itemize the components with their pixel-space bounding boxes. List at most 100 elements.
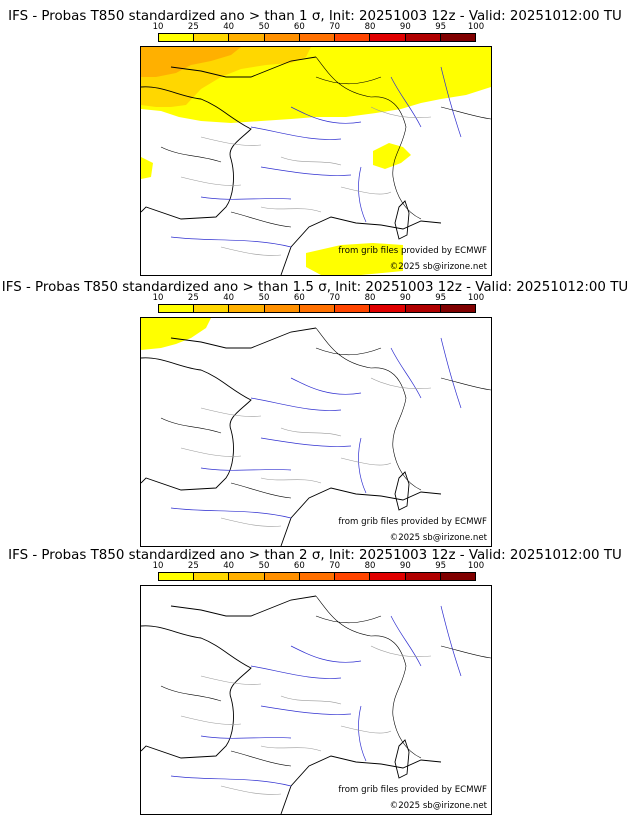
colorbar-tick-label: 50 bbox=[258, 293, 270, 303]
colorbar-tick-label: 25 bbox=[187, 293, 199, 303]
coastline bbox=[141, 357, 252, 491]
probability-map: from grib files provided by ECMWF ©2025 … bbox=[140, 585, 492, 815]
colorbar-swatch bbox=[159, 34, 195, 41]
panel-title: IFS - Probas T850 standardized ano > tha… bbox=[8, 9, 622, 24]
map-graphic bbox=[141, 47, 491, 275]
colorbar-tick-label: 80 bbox=[364, 293, 376, 303]
colorbar-labels: 10 25 40 50 60 70 80 90 95 100 bbox=[153, 22, 485, 33]
colorbar-swatch bbox=[194, 34, 230, 41]
colorbar-labels: 10 25 40 50 60 70 80 90 95 100 bbox=[153, 561, 485, 572]
map-panel-3: IFS - Probas T850 standardized ano > tha… bbox=[0, 548, 630, 820]
credit-copyright: ©2025 sb@irizone.net bbox=[389, 262, 487, 272]
colorbar-swatch bbox=[159, 305, 195, 312]
colorbar-swatch bbox=[194, 305, 230, 312]
colorbar-tick-label: 80 bbox=[364, 561, 376, 571]
coastline bbox=[141, 86, 252, 220]
map-panel-1: IFS - Probas T850 standardized ano > tha… bbox=[0, 9, 630, 281]
colorbar-swatch bbox=[370, 573, 406, 580]
colorbar-swatch bbox=[335, 34, 371, 41]
colorbar-tick-label: 10 bbox=[152, 293, 164, 303]
map-panel-2: IFS - Probas T850 standardized ano > tha… bbox=[0, 280, 630, 552]
colorbar-tick-label: 50 bbox=[258, 22, 270, 32]
colorbar-swatch bbox=[159, 573, 195, 580]
colorbar-swatch bbox=[370, 305, 406, 312]
credit-source: from grib files provided by ECMWF bbox=[338, 246, 487, 256]
credit-source: from grib files provided by ECMWF bbox=[338, 785, 487, 795]
colorbar-swatch bbox=[194, 573, 230, 580]
colorbar-tick-label: 90 bbox=[399, 561, 411, 571]
colorbar-tick-label: 50 bbox=[258, 561, 270, 571]
shade-yellow-med bbox=[306, 243, 403, 275]
coastline-corsica bbox=[394, 471, 410, 511]
colorbar-tick-label: 25 bbox=[187, 561, 199, 571]
colorbar-swatch bbox=[405, 34, 441, 41]
regions bbox=[180, 106, 432, 256]
colorbar-tick-label: 10 bbox=[152, 561, 164, 571]
colorbar-tick-label: 100 bbox=[467, 293, 485, 303]
coastline-med bbox=[280, 487, 442, 546]
colorbar-swatch bbox=[335, 305, 371, 312]
colorbar-swatch bbox=[229, 34, 265, 41]
map-graphic bbox=[141, 318, 491, 546]
colorbar-tick-label: 40 bbox=[223, 293, 235, 303]
colorbar-swatch bbox=[405, 305, 441, 312]
shade-yellow-atlantic bbox=[141, 157, 153, 179]
colorbar-swatch bbox=[264, 573, 300, 580]
coastline-corsica bbox=[394, 200, 410, 240]
colorbar bbox=[158, 33, 476, 42]
colorbar-swatch bbox=[299, 573, 336, 580]
rivers bbox=[170, 605, 462, 787]
colorbar-tick-label: 90 bbox=[399, 293, 411, 303]
colorbar-swatch bbox=[229, 573, 265, 580]
borders bbox=[160, 56, 491, 228]
credit-source: from grib files provided by ECMWF bbox=[338, 517, 487, 527]
probability-map: from grib files provided by ECMWF ©2025 … bbox=[140, 317, 492, 547]
panel-title: IFS - Probas T850 standardized ano > tha… bbox=[8, 548, 622, 563]
colorbar-tick-label: 40 bbox=[223, 561, 235, 571]
colorbar-tick-label: 100 bbox=[467, 22, 485, 32]
borders bbox=[160, 327, 491, 499]
regions bbox=[180, 377, 432, 527]
panel-title: IFS - Probas T850 standardized ano > tha… bbox=[1, 280, 629, 295]
colorbar-tick-label: 70 bbox=[329, 22, 341, 32]
coastline-corsica bbox=[394, 739, 410, 779]
credit-copyright: ©2025 sb@irizone.net bbox=[389, 801, 487, 811]
colorbar-tick-label: 70 bbox=[329, 561, 341, 571]
colorbar-tick-label: 80 bbox=[364, 22, 376, 32]
colorbar-tick-label: 40 bbox=[223, 22, 235, 32]
colorbar-swatch bbox=[264, 305, 300, 312]
colorbar-swatch bbox=[299, 305, 336, 312]
colorbar-swatch bbox=[440, 34, 475, 41]
coastline-channel bbox=[170, 327, 317, 349]
rivers bbox=[170, 337, 462, 519]
colorbar-tick-label: 10 bbox=[152, 22, 164, 32]
colorbar-swatch bbox=[229, 305, 265, 312]
colorbar-tick-label: 90 bbox=[399, 22, 411, 32]
colorbar bbox=[158, 304, 476, 313]
colorbar-swatch bbox=[264, 34, 300, 41]
colorbar-tick-label: 95 bbox=[435, 22, 447, 32]
colorbar-tick-label: 95 bbox=[435, 561, 447, 571]
shade-yellow-north bbox=[141, 318, 211, 350]
coastline-med bbox=[280, 755, 442, 814]
colorbar-swatch bbox=[440, 573, 475, 580]
colorbar-tick-label: 100 bbox=[467, 561, 485, 571]
colorbar-swatch bbox=[335, 573, 371, 580]
map-graphic bbox=[141, 595, 491, 814]
colorbar-tick-label: 60 bbox=[293, 561, 305, 571]
credit-copyright: ©2025 sb@irizone.net bbox=[389, 533, 487, 543]
colorbar-tick-label: 60 bbox=[293, 22, 305, 32]
coastline-channel bbox=[170, 56, 317, 78]
colorbar-tick-label: 95 bbox=[435, 293, 447, 303]
regions bbox=[180, 645, 432, 795]
shade-yellow-alps bbox=[373, 143, 411, 169]
colorbar-swatch bbox=[405, 573, 441, 580]
colorbar-tick-label: 60 bbox=[293, 293, 305, 303]
colorbar-labels: 10 25 40 50 60 70 80 90 95 100 bbox=[153, 293, 485, 304]
probability-map: from grib files provided by ECMWF ©2025 … bbox=[140, 46, 492, 276]
coastline-channel bbox=[170, 595, 317, 617]
shade-orange-north bbox=[141, 47, 241, 77]
colorbar-swatch bbox=[440, 305, 475, 312]
rivers bbox=[170, 66, 462, 248]
colorbar-tick-label: 25 bbox=[187, 22, 199, 32]
